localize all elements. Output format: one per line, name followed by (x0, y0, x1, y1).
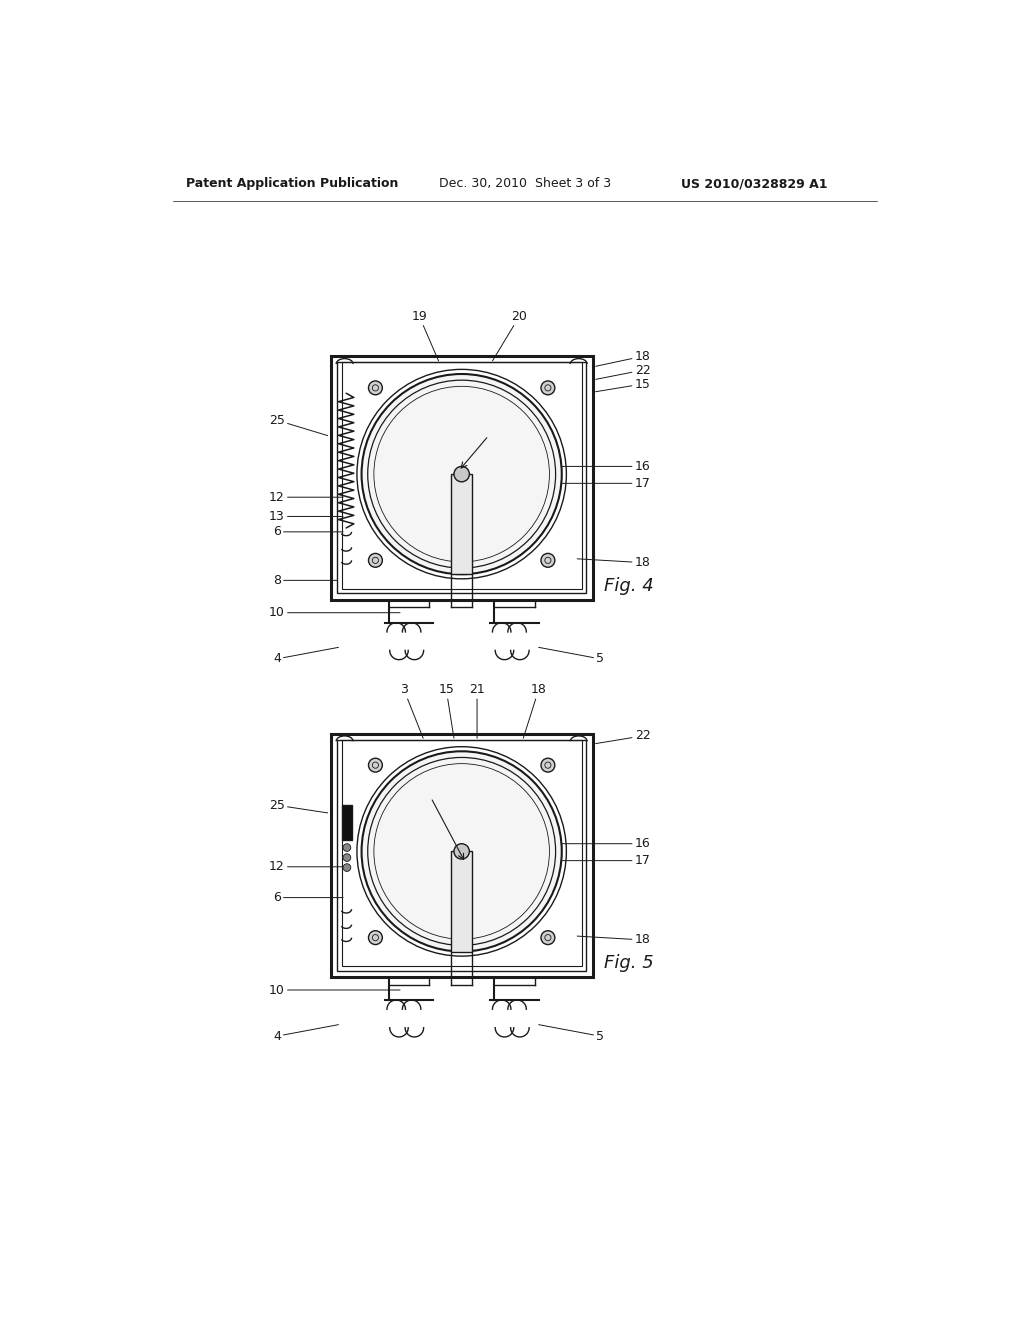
Bar (337, 363, 587, 594)
Text: Fig. 5: Fig. 5 (604, 954, 654, 972)
Text: 10: 10 (269, 606, 400, 619)
Circle shape (343, 843, 351, 851)
Circle shape (541, 553, 555, 568)
Text: 15: 15 (438, 684, 455, 738)
Text: 8: 8 (272, 574, 337, 587)
Circle shape (343, 854, 351, 862)
Bar (342, 363, 582, 589)
Circle shape (343, 863, 351, 871)
Text: 18: 18 (523, 684, 547, 738)
Text: 21: 21 (469, 684, 485, 738)
Circle shape (541, 381, 555, 395)
Text: 6: 6 (273, 891, 343, 904)
Text: 3: 3 (400, 684, 423, 738)
Text: 5: 5 (539, 647, 604, 665)
Text: Dec. 30, 2010  Sheet 3 of 3: Dec. 30, 2010 Sheet 3 of 3 (438, 177, 610, 190)
Circle shape (361, 751, 562, 952)
Text: 16: 16 (543, 837, 650, 850)
Text: 15: 15 (596, 378, 650, 392)
Text: 3: 3 (419, 440, 428, 454)
Bar (331, 734, 593, 977)
Text: 16: 16 (543, 459, 650, 473)
Text: 10: 10 (269, 983, 400, 997)
Text: Patent Application Publication: Patent Application Publication (186, 177, 398, 190)
Text: US 2010/0328829 A1: US 2010/0328829 A1 (681, 177, 827, 190)
Text: 18: 18 (578, 933, 650, 946)
Circle shape (541, 931, 555, 945)
Bar (342, 805, 352, 840)
Text: 22: 22 (596, 363, 650, 379)
Text: 25: 25 (269, 799, 328, 813)
Text: 17: 17 (547, 477, 650, 490)
Text: 5: 5 (539, 1024, 604, 1043)
Circle shape (541, 758, 555, 772)
Text: 4: 4 (273, 647, 339, 665)
Text: 18: 18 (578, 556, 650, 569)
Circle shape (369, 931, 382, 945)
Bar (331, 356, 593, 599)
Circle shape (454, 466, 469, 482)
Text: 18: 18 (596, 350, 650, 367)
Text: Fig. 4: Fig. 4 (604, 577, 654, 595)
Text: 17: 17 (547, 854, 650, 867)
Bar (451, 851, 472, 952)
Circle shape (454, 843, 469, 859)
Circle shape (369, 381, 382, 395)
Text: 19: 19 (412, 310, 438, 360)
Bar (451, 474, 472, 574)
Text: 25: 25 (269, 413, 328, 436)
Text: 22: 22 (596, 730, 650, 743)
Circle shape (369, 758, 382, 772)
Circle shape (369, 553, 382, 568)
Text: 12: 12 (269, 491, 343, 504)
Text: 6: 6 (273, 525, 343, 539)
Bar (337, 739, 587, 970)
Text: 13: 13 (269, 510, 343, 523)
Text: 4: 4 (273, 1024, 339, 1043)
Text: 12: 12 (269, 861, 343, 874)
Text: 20: 20 (493, 310, 527, 360)
Bar (342, 739, 582, 966)
Circle shape (361, 374, 562, 574)
